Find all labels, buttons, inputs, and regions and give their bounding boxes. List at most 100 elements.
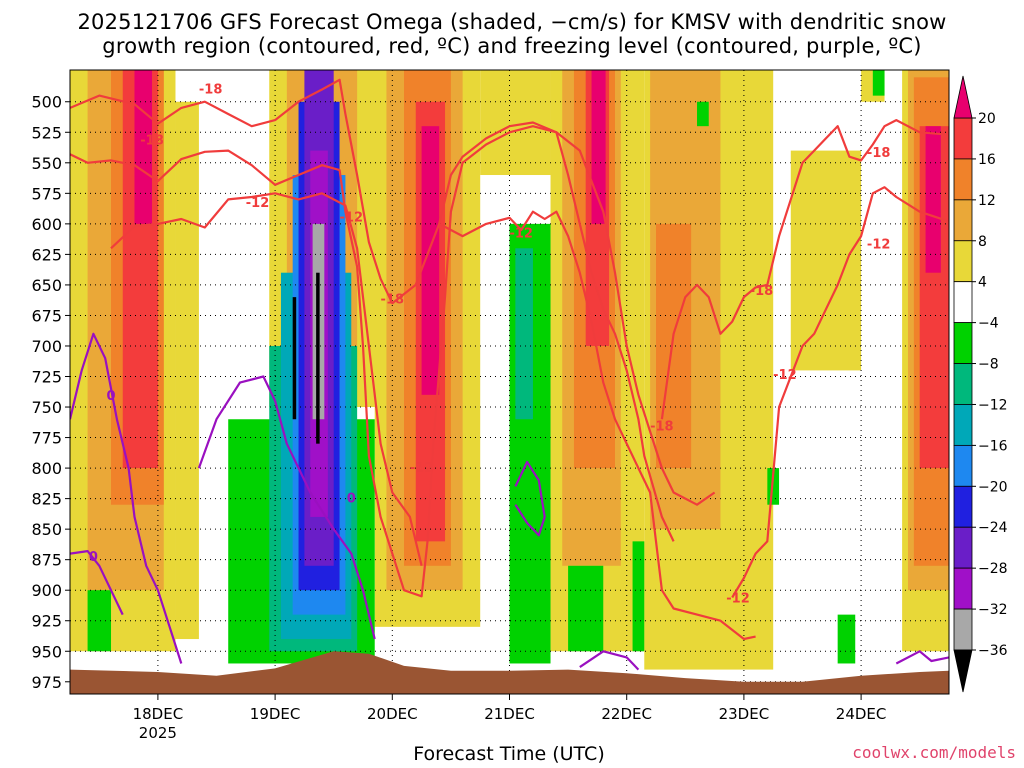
x-axis: 18DEC 19DEC 20DEC 21DEC 22DEC 23DEC 24DEC 2025 (133, 694, 887, 742)
y-tick-label: 625 (31, 245, 62, 264)
dgz-contour-label: -12 (773, 368, 797, 383)
dgz-contour (110, 192, 423, 567)
freezing-contour (197, 375, 376, 640)
colorbar-swatch (953, 158, 973, 201)
freezing-contour-label: 0 (89, 550, 98, 565)
colorbar-tick-label: −4 (978, 316, 999, 332)
omega-region (790, 150, 862, 371)
x-tick-label: 18DEC (133, 705, 184, 723)
y-tick-label: 925 (31, 612, 62, 631)
colorbar-tick-label: 20 (978, 111, 996, 127)
y-tick-label: 650 (31, 276, 62, 295)
y-tick-label: 775 (31, 429, 62, 448)
colorbar-swatch (953, 485, 973, 528)
x-tick-label: 21DEC (484, 705, 535, 723)
freezing-contour (895, 650, 949, 665)
y-tick-label: 675 (31, 306, 62, 325)
dgz-contour-label: -18 (140, 134, 164, 149)
y-tick-label: 800 (31, 459, 62, 478)
terrain-fill (70, 651, 949, 694)
colorbar-swatch (953, 363, 973, 405)
colorbar-tick-label: 12 (978, 193, 996, 209)
omega-region (87, 590, 112, 652)
dgz-contour-label: -12 (340, 211, 364, 226)
contour-lines (70, 78, 949, 671)
colorbar-swatch (953, 567, 973, 610)
colorbar-tick-label: −20 (978, 479, 1008, 495)
dgz-contour-label: -18 (381, 292, 405, 307)
colorbar-tick-label: −12 (978, 397, 1008, 413)
y-tick-label: 825 (31, 490, 62, 509)
colorbar-tick-label: −24 (978, 520, 1008, 536)
colorbar-swatch (953, 322, 973, 364)
y-tick-label: 500 (31, 93, 62, 112)
y-tick-label: 525 (31, 123, 62, 142)
y-tick-label: 700 (31, 337, 62, 356)
x-tick-label: 24DEC (836, 705, 887, 723)
y-tick-label: 950 (31, 642, 62, 661)
colorbar-tick-label: −16 (978, 438, 1008, 454)
colorbar-swatch (953, 444, 973, 487)
omega-region (480, 70, 551, 176)
chart-title-line2: growth region (contoured, red, ºC) and f… (102, 34, 922, 58)
dgz-contour-label: -18 (750, 284, 774, 299)
y-tick-label: 850 (31, 520, 62, 539)
omega-region (591, 70, 606, 224)
y-tick-label: 750 (31, 398, 62, 417)
dgz-contour-label: -12 (246, 196, 270, 211)
omega-region (316, 272, 320, 444)
y-tick-label: 900 (31, 581, 62, 600)
omega-region (515, 248, 533, 420)
colorbar-swatch (953, 608, 973, 651)
freezing-contour (70, 550, 124, 616)
x-tick-label: 20DEC (367, 705, 418, 723)
omega-region (568, 565, 604, 652)
colorbar-swatch (953, 281, 973, 324)
colorbar-swatch (953, 404, 973, 446)
y-tick-label: 725 (31, 368, 62, 387)
y-axis: 500 525 550 575 600 625 650 675 700 725 750 775 800 8… (31, 93, 70, 692)
omega-region (697, 101, 709, 127)
omega-region (925, 126, 941, 273)
colorbar-tick-label: −28 (978, 561, 1008, 577)
y-tick-label: 575 (31, 184, 62, 203)
y-tick-label: 875 (31, 551, 62, 570)
colorbar-tick-label: −32 (978, 602, 1008, 618)
colorbar-bottom-arrow (953, 649, 973, 693)
x-axis-title: Forecast Time (UTC) (413, 743, 605, 765)
dgz-contour (660, 119, 949, 420)
freezing-contour-label: 0 (106, 389, 115, 404)
omega-region (837, 614, 856, 664)
freezing-contour (514, 460, 546, 537)
omega-shading (70, 70, 949, 670)
x-tick-label: 22DEC (601, 705, 652, 723)
omega-region (872, 70, 885, 96)
x-year-label: 2025 (139, 724, 177, 742)
credit-link[interactable]: coolwx.com/models (852, 743, 1016, 762)
dgz-contour (70, 125, 716, 598)
dgz-contour-label: -12 (509, 226, 533, 241)
omega-region (292, 297, 297, 420)
colorbar-swatch (953, 240, 973, 283)
colorbar-tick-label: −8 (978, 357, 999, 373)
contour-labels: -18 -18 -12 -12 -18 -12 -12 -18 -18 -12 -12 -18 -12 0… (89, 82, 891, 606)
dgz-contour-label: -18 (650, 419, 674, 434)
y-tick-label: 975 (31, 673, 62, 692)
dgz-contour-label: -12 (867, 237, 891, 252)
dgz-contour (438, 210, 756, 641)
colorbar-top-arrow (953, 75, 973, 119)
y-tick-label: 550 (31, 154, 62, 173)
dgz-contour-label: -12 (410, 461, 434, 476)
y-tick-label: 600 (31, 215, 62, 234)
dgz-contour-label: -18 (199, 82, 223, 97)
dgz-contour-label: -12 (726, 592, 750, 607)
dgz-contour (70, 78, 675, 542)
freezing-contour (579, 650, 640, 671)
omega-region (632, 541, 645, 652)
x-tick-label: 23DEC (719, 705, 770, 723)
colorbar-tick-label: 16 (978, 152, 996, 168)
colorbar: 20 16 12 8 4 −4 −8 −12 −16 −20 −24 −28 −32 −36 (953, 75, 1008, 693)
colorbar-swatch (953, 526, 973, 569)
colorbar-swatch (953, 199, 973, 242)
